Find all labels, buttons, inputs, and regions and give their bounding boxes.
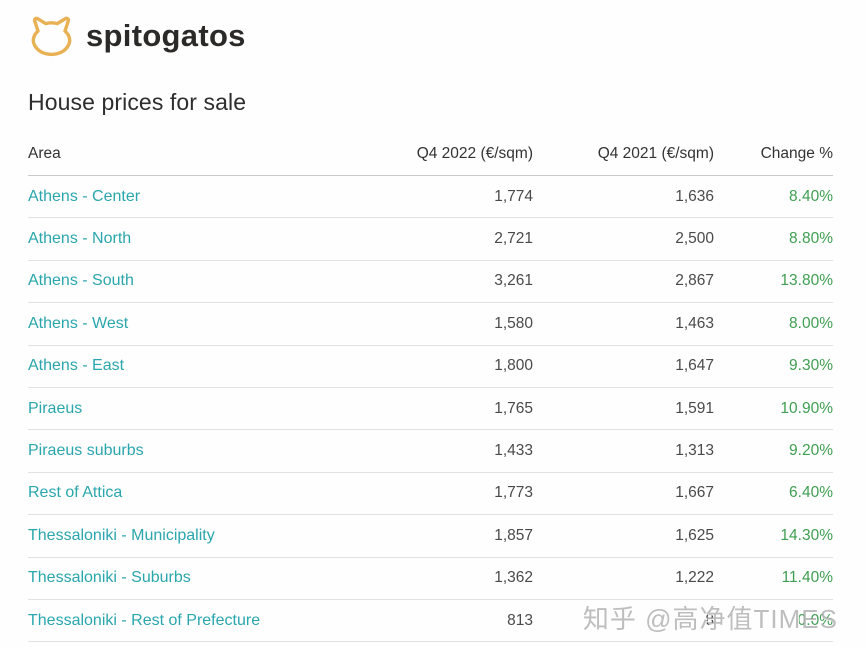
table-row: Piraeus suburbs 1,433 1,313 9.20%: [28, 429, 833, 473]
col-header-change: Change %: [714, 137, 833, 176]
q4-2022-value: 2,721: [358, 217, 533, 261]
q4-2022-value: 1,433: [358, 429, 533, 473]
q4-2021-value: 1,222: [533, 557, 714, 600]
q4-2022-value: 1,765: [358, 387, 533, 431]
table-row: Athens - South 3,261 2,867 13.80%: [28, 260, 833, 304]
change-value: 8.80%: [714, 217, 833, 261]
cat-icon: [31, 16, 72, 56]
area-link[interactable]: Piraeus suburbs: [28, 442, 144, 460]
page-title: House prices for sale: [28, 89, 247, 115]
col-header-area: Area: [28, 137, 358, 176]
table-row: Piraeus 1,765 1,591 10.90%: [28, 387, 833, 431]
q4-2022-value: 1,362: [358, 557, 533, 600]
table-row: Thessaloniki - Suburbs 1,362 1,222 11.40…: [28, 557, 833, 600]
col-header-q4-2022: Q4 2022 (€/sqm): [358, 137, 533, 176]
change-value: 13.80%: [714, 260, 833, 304]
q4-2021-value: 1,647: [533, 345, 714, 388]
area-link[interactable]: Athens - North: [28, 230, 132, 248]
table-row: Thessaloniki - Municipality 1,857 1,625 …: [28, 514, 833, 558]
q4-2021-value: 8: [533, 599, 714, 643]
brand-name: spitogatos: [86, 18, 246, 53]
house-prices-table: Area Q4 2022 (€/sqm) Q4 2021 (€/sqm) Cha…: [28, 137, 833, 643]
q4-2022-value: 813: [358, 599, 533, 643]
table-row: Athens - Center 1,774 1,636 8.40%: [28, 175, 833, 219]
q4-2022-value: 1,774: [358, 175, 533, 219]
q4-2021-value: 1,636: [533, 175, 714, 219]
change-value: 14.30%: [714, 514, 833, 558]
q4-2021-value: 1,591: [533, 387, 714, 431]
change-value: 0.0%: [714, 599, 833, 643]
table-row: Athens - North 2,721 2,500 8.80%: [28, 217, 833, 261]
q4-2021-value: 1,625: [533, 514, 714, 558]
q4-2022-value: 1,580: [358, 302, 533, 346]
q4-2022-value: 1,800: [358, 345, 533, 388]
q4-2022-value: 3,261: [358, 260, 533, 304]
table-row: Rest of Attica 1,773 1,667 6.40%: [28, 472, 833, 516]
area-link[interactable]: Rest of Attica: [28, 484, 123, 502]
table-body: Athens - Center 1,774 1,636 8.40% Athens…: [28, 175, 833, 643]
q4-2021-value: 2,867: [533, 260, 714, 304]
area-link[interactable]: Athens - West: [28, 314, 129, 332]
change-value: 11.40%: [714, 557, 833, 600]
change-value: 9.30%: [714, 345, 833, 388]
area-link[interactable]: Thessaloniki - Municipality: [28, 526, 215, 544]
col-header-q4-2021: Q4 2021 (€/sqm): [533, 137, 714, 176]
area-link[interactable]: Thessaloniki - Suburbs: [28, 569, 191, 587]
table-row: Athens - East 1,800 1,647 9.30%: [28, 345, 833, 388]
q4-2021-value: 1,667: [533, 472, 714, 516]
change-value: 9.20%: [714, 429, 833, 473]
q4-2021-value: 1,313: [533, 429, 714, 473]
change-value: 8.00%: [714, 302, 833, 346]
area-link[interactable]: Athens - South: [28, 272, 134, 290]
change-value: 8.40%: [714, 175, 833, 219]
change-value: 6.40%: [714, 472, 833, 516]
table-row: Athens - West 1,580 1,463 8.00%: [28, 302, 833, 346]
spitogatos-logo[interactable]: spitogatos: [28, 14, 833, 58]
table-row: Thessaloniki - Rest of Prefecture 813 8 …: [28, 599, 833, 643]
q4-2021-value: 1,463: [533, 302, 714, 346]
q4-2021-value: 2,500: [533, 217, 714, 261]
q4-2022-value: 1,773: [358, 472, 533, 516]
area-link[interactable]: Athens - East: [28, 357, 125, 375]
area-link[interactable]: Thessaloniki - Rest of Prefecture: [28, 611, 261, 629]
area-link[interactable]: Piraeus: [28, 399, 83, 417]
q4-2022-value: 1,857: [358, 514, 533, 558]
area-link[interactable]: Athens - Center: [28, 187, 141, 205]
change-value: 10.90%: [714, 387, 833, 431]
table-header-row: Area Q4 2022 (€/sqm) Q4 2021 (€/sqm) Cha…: [28, 137, 833, 176]
